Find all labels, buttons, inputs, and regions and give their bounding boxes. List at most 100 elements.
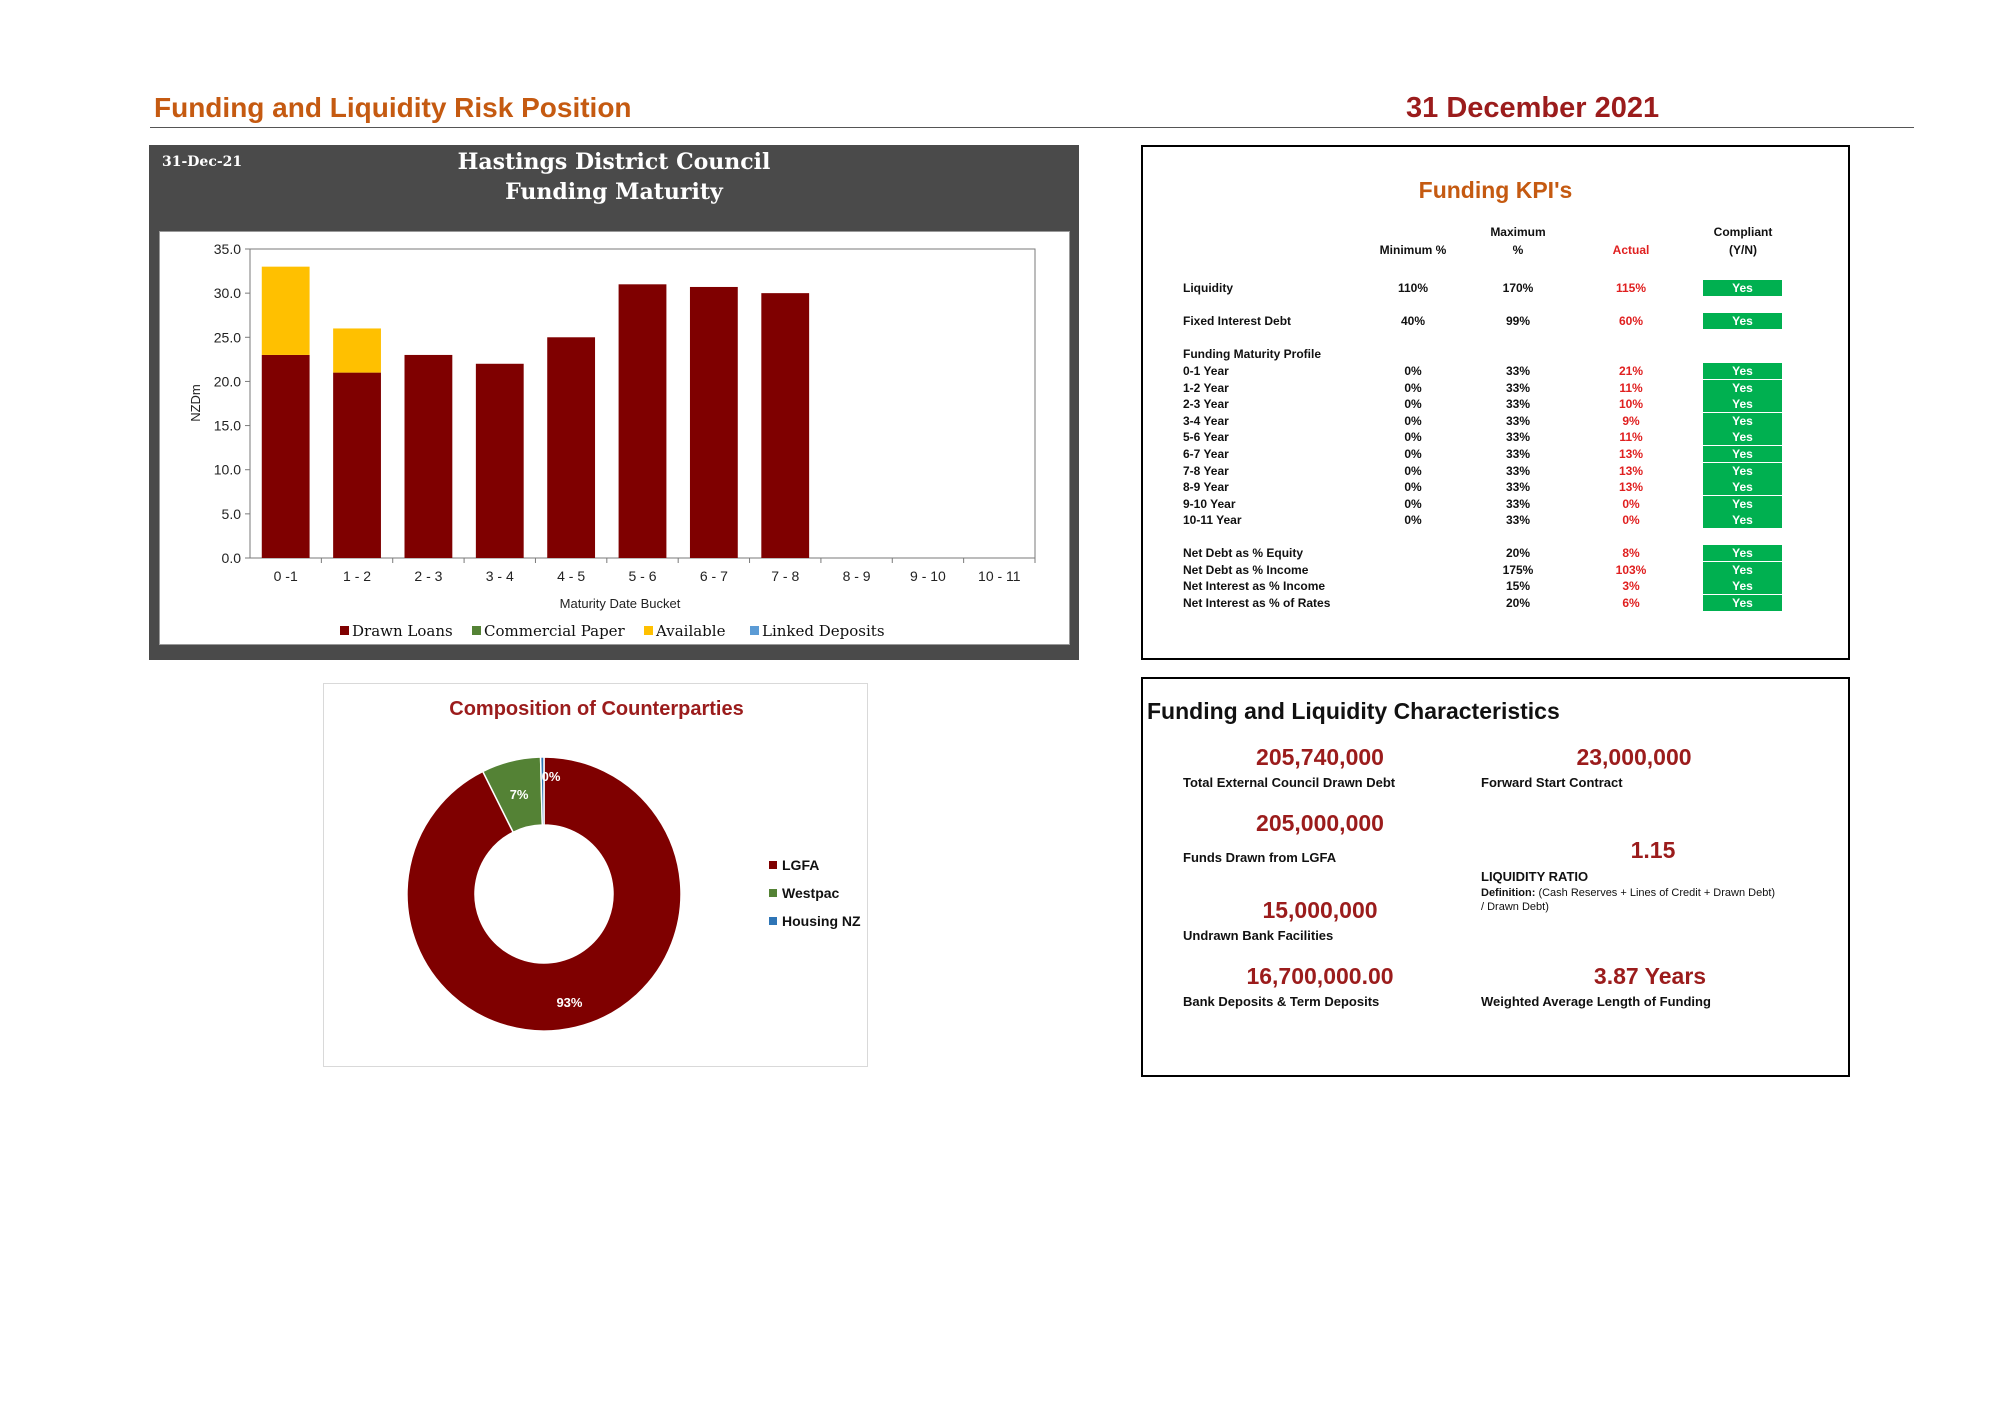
y-tick-label: 35.0	[214, 241, 241, 257]
header-minimum: Minimum %	[1379, 243, 1447, 257]
bar-drawn-loans-4	[547, 337, 596, 558]
kpi-row-actual: 115%	[1615, 281, 1647, 295]
kpi-row-maximum: 170%	[1502, 281, 1534, 295]
kpi-row-label: Net Interest as % of Rates	[1183, 595, 1331, 610]
donut-value-label: 0%	[542, 769, 561, 784]
maturity-chart-title: Hastings District Council Funding Maturi…	[149, 145, 1079, 207]
bar-marks	[261, 266, 810, 558]
y-tick-label: 10.0	[214, 462, 241, 478]
weighted-average-value: 3.87 Years	[1593, 963, 1707, 989]
liquidity-ratio-value: 1.15	[1630, 837, 1676, 863]
legend-swatch	[340, 626, 349, 635]
donut-legend-label: Westpac	[782, 885, 840, 901]
legend-swatch	[644, 626, 653, 635]
donut-legend: LGFA Westpac Housing NZ	[769, 857, 861, 929]
donut-slices	[406, 756, 682, 1032]
page-title: Funding and Liquidity Risk Position	[154, 92, 632, 123]
counterparty-donut-chart: 93% 7% 0% LGFA Westpac Housing NZ	[406, 756, 861, 1032]
kpi-row-actual: 60%	[1618, 314, 1644, 328]
kpi-row-maximum: 33%	[1505, 496, 1531, 511]
kpi-row-minimum: 0%	[1404, 447, 1422, 461]
header-compliant: Compliant	[1713, 225, 1773, 239]
donut-legend-label: Housing NZ	[782, 913, 861, 929]
legend-swatch	[472, 626, 481, 635]
kpi-row-minimum: 0%	[1404, 496, 1422, 511]
bar-drawn-loans-2	[404, 354, 453, 558]
kpi-row-label: 1-2 Year	[1183, 380, 1229, 395]
kpi-row-actual: 0%	[1622, 513, 1640, 528]
weighted-average-label: Weighted Average Length of Funding	[1481, 994, 1711, 1009]
bar-drawn-loans-3	[475, 363, 524, 558]
header-maximum: Maximum	[1490, 225, 1546, 239]
kpi-row-actual: 8%	[1622, 546, 1640, 560]
bar-chart-legend: Drawn Loans Commercial Paper Available Link…	[340, 622, 885, 640]
x-tick-label: 2 - 3	[414, 568, 442, 584]
x-tick-label: 0 -1	[274, 568, 298, 584]
x-tick-label: 10 - 11	[978, 568, 1021, 584]
compliant-badge: Yes	[1703, 429, 1782, 446]
kpi-row-minimum: 40%	[1400, 314, 1426, 328]
x-tick-label: 6 - 7	[700, 568, 728, 584]
x-axis-ticks: 0 -1 1 - 2 2 - 3 3 - 4 4 - 5 5 - 6 6 - 7 7 - 8 8…	[274, 558, 1036, 584]
x-tick-label: 3 - 4	[486, 568, 514, 584]
legend-swatch	[750, 626, 759, 635]
maturity-title-line1: Hastings District Council	[457, 149, 771, 175]
donut-legend-swatch	[769, 917, 777, 925]
kpi-row-minimum: 0%	[1404, 513, 1422, 528]
legend-label: Drawn Loans	[352, 622, 453, 640]
donut-legend-label: LGFA	[782, 857, 819, 873]
bar-available-1	[333, 328, 381, 373]
compliant-badge: Yes	[1703, 313, 1782, 329]
kpi-row-actual: 13%	[1618, 463, 1644, 478]
kpi-row-actual: 11%	[1619, 380, 1643, 395]
header-divider	[150, 127, 1914, 128]
y-axis-ticks: 0.0 5.0 10.0 15.0 20.0 25.0 30.0 35.0	[214, 241, 250, 566]
kpi-row-maximum: 33%	[1505, 463, 1531, 478]
kpi-row-minimum: 0%	[1404, 480, 1422, 495]
liquidity-ratio-label: LIQUIDITY RATIO	[1481, 869, 1589, 884]
kpi-row-label: Liquidity	[1183, 281, 1233, 295]
kpi-row-maximum: 33%	[1505, 364, 1531, 378]
kpi-row-maximum: 33%	[1505, 480, 1531, 495]
compliant-badge: Yes	[1703, 363, 1782, 379]
legend-label: Linked Deposits	[762, 622, 885, 640]
forward-start-label: Forward Start Contract	[1481, 775, 1623, 790]
bar-available-0	[261, 266, 310, 355]
forward-start-value: 23,000,000	[1576, 744, 1692, 770]
y-tick-label: 30.0	[214, 285, 241, 301]
kpi-row-label: 2-3 Year	[1183, 397, 1229, 412]
kpi-row-actual: 13%	[1618, 480, 1644, 495]
kpi-row-label: 10-11 Year	[1183, 513, 1242, 528]
compliant-badge: Yes	[1703, 412, 1782, 429]
lgfa-funds-label: Funds Drawn from LGFA	[1183, 850, 1337, 865]
donut-legend-swatch	[769, 861, 777, 869]
kpi-row-label: 6-7 Year	[1183, 447, 1229, 461]
kpi-row-actual: 11%	[1619, 430, 1643, 445]
total-drawn-debt-label: Total External Council Drawn Debt	[1183, 775, 1396, 790]
maturity-date-label: 31-Dec-21	[162, 154, 243, 170]
kpi-row-minimum: 0%	[1404, 413, 1422, 428]
kpi-row-label: Fixed Interest Debt	[1183, 314, 1292, 328]
compliant-badge: Yes	[1703, 578, 1782, 595]
donut-value-label: 7%	[510, 787, 529, 802]
counterparty-chart-title: Composition of Counterparties	[449, 698, 744, 720]
legend-label: Commercial Paper	[484, 622, 626, 640]
kpi-row-maximum: 33%	[1505, 447, 1531, 461]
definition-heading: Definition:	[1481, 887, 1536, 899]
maturity-title-line2: Funding Maturity	[505, 179, 723, 205]
bank-deposits-label: Bank Deposits & Term Deposits	[1183, 994, 1380, 1009]
y-tick-label: 15.0	[214, 418, 241, 434]
x-axis-label: Maturity Date Bucket	[560, 596, 681, 611]
x-tick-label: 5 - 6	[628, 568, 656, 584]
compliant-badge: Yes	[1703, 462, 1782, 479]
kpi-row-label: Net Debt as % Income	[1183, 562, 1309, 577]
x-tick-label: 1 - 2	[343, 568, 371, 584]
kpi-row-label: 8-9 Year	[1183, 480, 1229, 495]
report-date: 31 December 2021	[1406, 92, 1660, 124]
bar-drawn-loans-5	[618, 284, 667, 558]
kpi-row-label: Net Interest as % Income	[1183, 579, 1326, 594]
x-tick-label: 4 - 5	[557, 568, 585, 584]
kpi-row-minimum: 0%	[1404, 380, 1422, 395]
kpi-row-minimum: 110%	[1397, 281, 1429, 295]
kpi-row-maximum: 33%	[1505, 413, 1531, 428]
